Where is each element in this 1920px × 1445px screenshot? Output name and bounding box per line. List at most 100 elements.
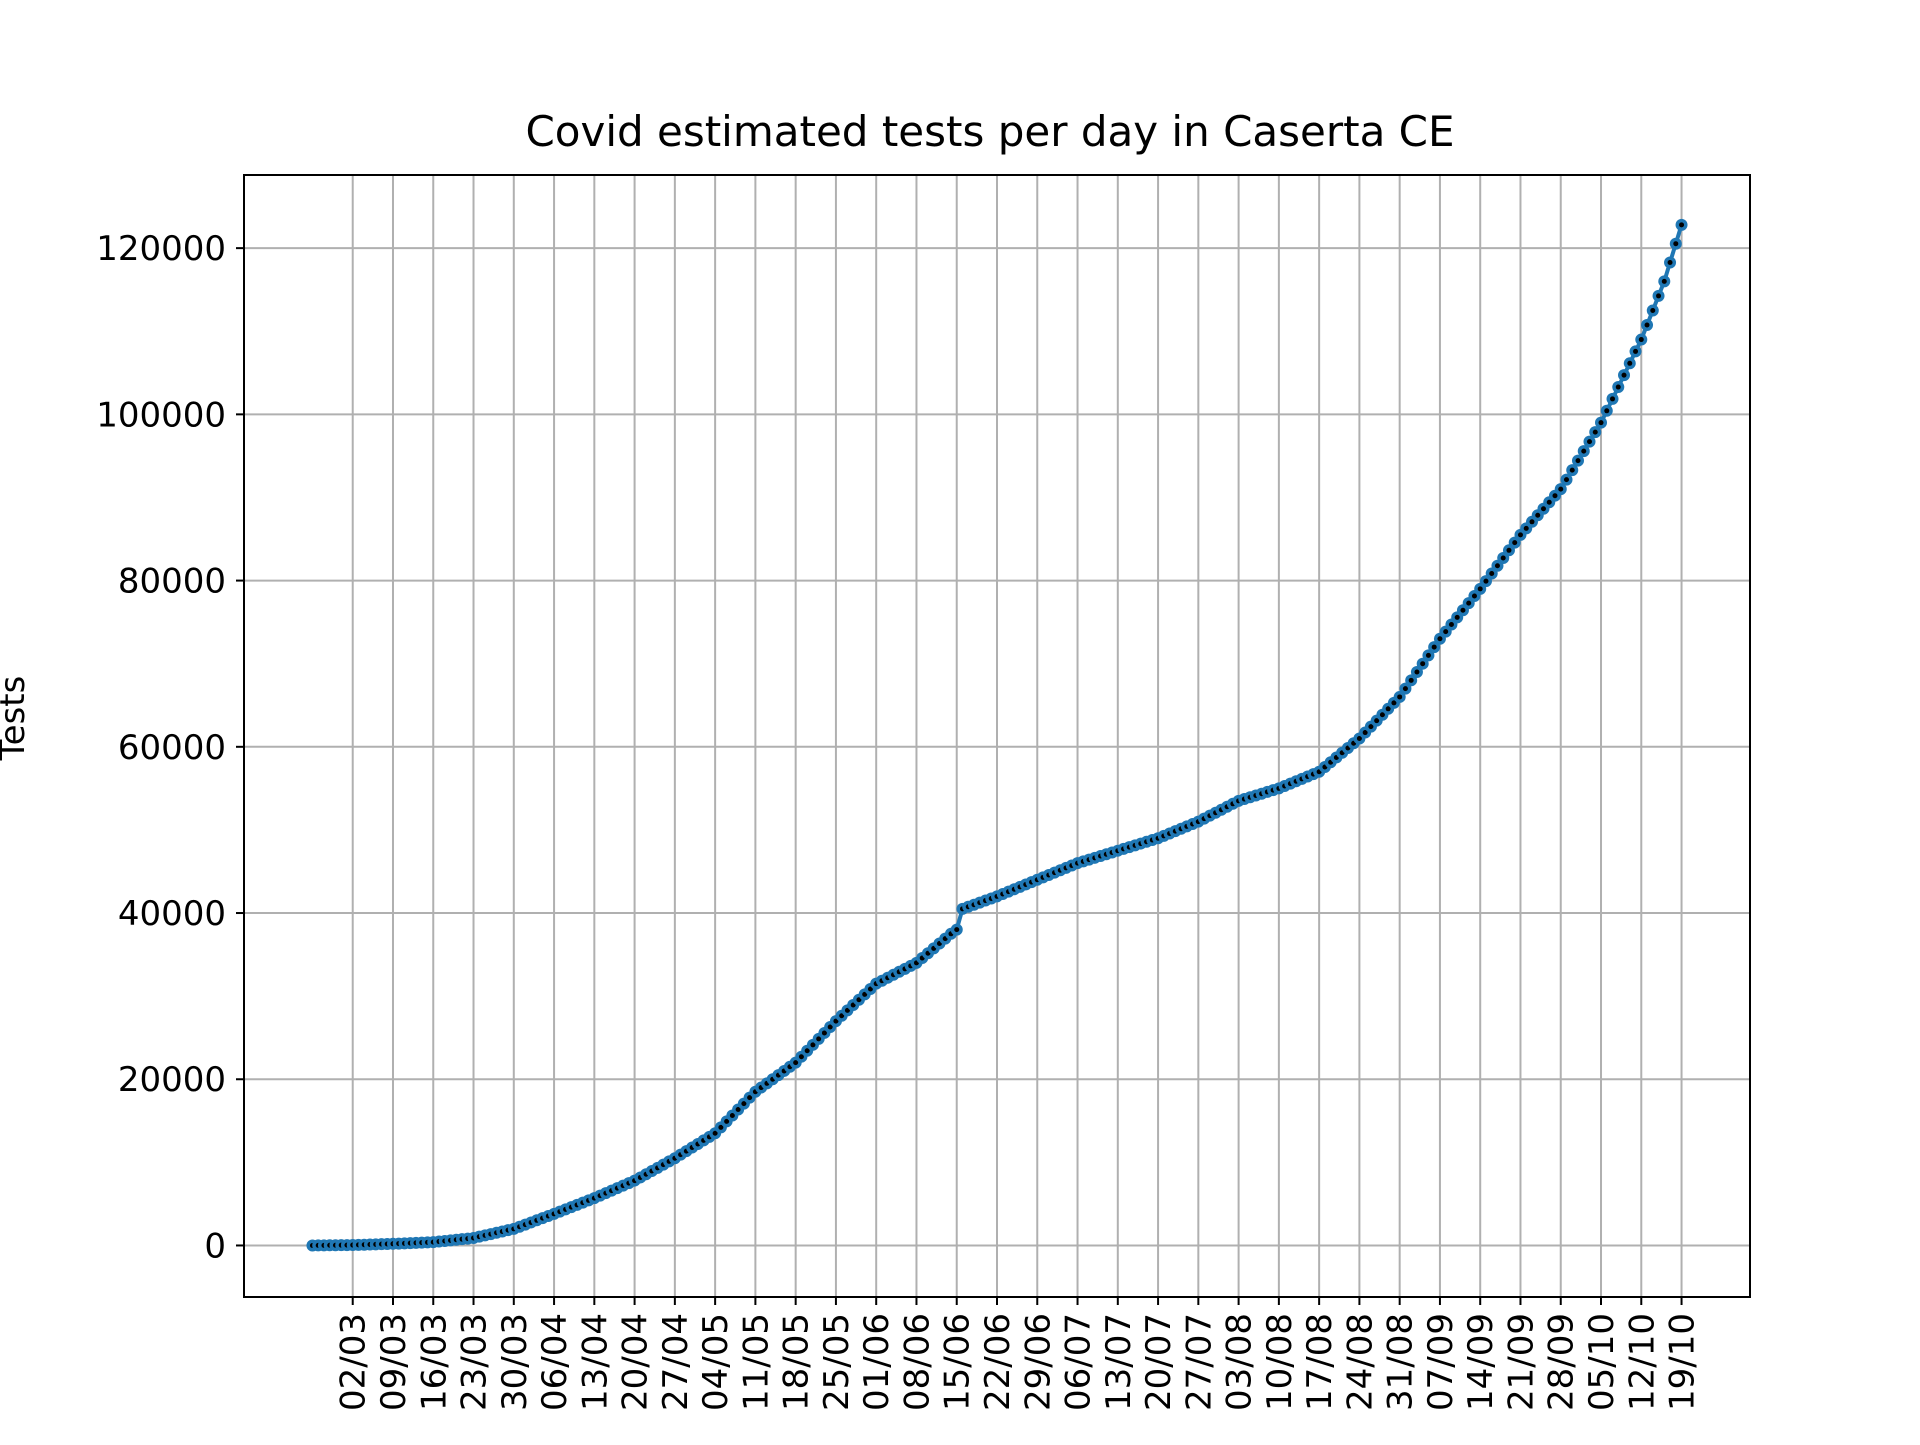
data-point-center bbox=[1552, 493, 1558, 499]
data-point-center bbox=[1506, 547, 1512, 553]
data-point-center bbox=[1385, 706, 1391, 712]
data-point-center bbox=[1679, 222, 1685, 228]
data-point-center bbox=[741, 1101, 747, 1107]
data-point-center bbox=[1356, 735, 1362, 741]
data-point-center bbox=[1489, 570, 1495, 576]
x-tick-label: 21/09 bbox=[1501, 1313, 1541, 1411]
data-point-center bbox=[1500, 555, 1506, 561]
x-tick-label: 13/04 bbox=[575, 1313, 615, 1411]
x-tick-label: 22/06 bbox=[978, 1313, 1018, 1411]
data-point-center bbox=[1374, 718, 1380, 724]
data-point bbox=[1664, 256, 1677, 269]
data-point bbox=[1658, 275, 1671, 288]
data-point-center bbox=[1448, 622, 1454, 628]
y-axis: 0 20000 40000 60000 80000 100000 120000 bbox=[96, 229, 244, 1266]
data-point-center bbox=[1529, 519, 1535, 525]
x-axis: 02/03 09/03 16/03 23/03 30/03 06/04 13/04 20/04… bbox=[334, 1297, 1703, 1411]
data-point-center bbox=[793, 1060, 799, 1066]
x-tick-label: 29/06 bbox=[1018, 1313, 1058, 1411]
data-point bbox=[1652, 289, 1665, 302]
x-tick-label: 18/05 bbox=[777, 1313, 817, 1411]
data-point bbox=[1646, 304, 1659, 317]
x-tick-label: 16/03 bbox=[414, 1313, 454, 1411]
data-point-center bbox=[1569, 467, 1575, 473]
data-point-center bbox=[1650, 307, 1656, 313]
data-point-center bbox=[1454, 614, 1460, 620]
data-point bbox=[1612, 381, 1625, 394]
data-point-center bbox=[1661, 278, 1667, 284]
data-point-center bbox=[747, 1095, 753, 1101]
data-point-center bbox=[1379, 712, 1385, 718]
data-point-center bbox=[1667, 260, 1673, 266]
x-tick-label: 02/03 bbox=[334, 1313, 374, 1411]
x-tick-label: 01/06 bbox=[857, 1313, 897, 1411]
data-point-center bbox=[1437, 636, 1443, 642]
x-tick-label: 27/04 bbox=[656, 1313, 696, 1411]
data-point-center bbox=[816, 1036, 822, 1042]
data-point-center bbox=[1414, 669, 1420, 675]
data-point bbox=[1560, 473, 1573, 486]
data-point-center bbox=[1673, 241, 1679, 247]
data-point-center bbox=[827, 1024, 833, 1030]
data-point-center bbox=[850, 1002, 856, 1008]
data-point-center bbox=[1563, 477, 1569, 483]
grid bbox=[244, 175, 1750, 1297]
data-point-center bbox=[1540, 506, 1546, 512]
data-point bbox=[1572, 454, 1585, 467]
data-point-center bbox=[1471, 593, 1477, 599]
x-tick-label: 28/09 bbox=[1542, 1313, 1582, 1411]
data-point-center bbox=[1610, 396, 1616, 402]
x-tick-label: 07/09 bbox=[1421, 1313, 1461, 1411]
data-point bbox=[1629, 345, 1642, 358]
x-tick-label: 06/04 bbox=[535, 1313, 575, 1411]
x-tick-label: 23/03 bbox=[455, 1313, 495, 1411]
data-point-center bbox=[1494, 563, 1500, 569]
data-point-center bbox=[1512, 540, 1518, 546]
data-point bbox=[1595, 416, 1608, 429]
x-tick-label: 20/07 bbox=[1139, 1313, 1179, 1411]
x-tick-label: 15/06 bbox=[938, 1313, 978, 1411]
y-tick-label: 0 bbox=[204, 1226, 226, 1266]
data-point-center bbox=[839, 1013, 845, 1019]
data-point-center bbox=[712, 1130, 718, 1136]
x-tick-label: 04/05 bbox=[696, 1313, 736, 1411]
data-point-center bbox=[821, 1030, 827, 1036]
data-point-center bbox=[1633, 348, 1639, 354]
data-point-center bbox=[1402, 686, 1408, 692]
data-point-center bbox=[1368, 724, 1374, 730]
data-point-center bbox=[1558, 486, 1564, 492]
data-point-center bbox=[804, 1048, 810, 1054]
data-point bbox=[1618, 369, 1631, 382]
x-tick-label: 30/03 bbox=[495, 1313, 535, 1411]
data-point-center bbox=[1535, 512, 1541, 518]
x-tick-label: 11/05 bbox=[736, 1313, 776, 1411]
data-point-center bbox=[1598, 420, 1604, 426]
data-point-center bbox=[1425, 652, 1431, 658]
x-tick-label: 09/03 bbox=[374, 1313, 414, 1411]
data-point-center bbox=[1644, 322, 1650, 328]
x-tick-label: 25/05 bbox=[817, 1313, 857, 1411]
data-point bbox=[1669, 237, 1682, 250]
data-point-center bbox=[862, 991, 868, 997]
data-point-center bbox=[1443, 629, 1449, 635]
y-tick-label: 100000 bbox=[96, 395, 226, 435]
data-point-center bbox=[798, 1054, 804, 1060]
data-point bbox=[1554, 483, 1567, 496]
x-tick-label: 05/10 bbox=[1582, 1313, 1622, 1411]
data-point-center bbox=[1627, 360, 1633, 366]
data-point-center bbox=[1431, 644, 1437, 650]
data-point-center bbox=[1517, 532, 1523, 538]
y-tick-label: 80000 bbox=[118, 562, 226, 602]
data-point-center bbox=[1604, 408, 1610, 414]
data-point bbox=[1641, 319, 1654, 332]
x-tick-label: 14/09 bbox=[1461, 1313, 1501, 1411]
x-tick-label: 27/07 bbox=[1179, 1313, 1219, 1411]
data-point-center bbox=[1581, 448, 1587, 454]
x-tick-label: 03/08 bbox=[1220, 1313, 1260, 1411]
data-point bbox=[1589, 426, 1602, 439]
y-axis-label: Tests bbox=[0, 676, 33, 762]
data-point-center bbox=[1656, 293, 1662, 299]
x-tick-label: 08/06 bbox=[897, 1313, 937, 1411]
data-point-center bbox=[1420, 661, 1426, 667]
